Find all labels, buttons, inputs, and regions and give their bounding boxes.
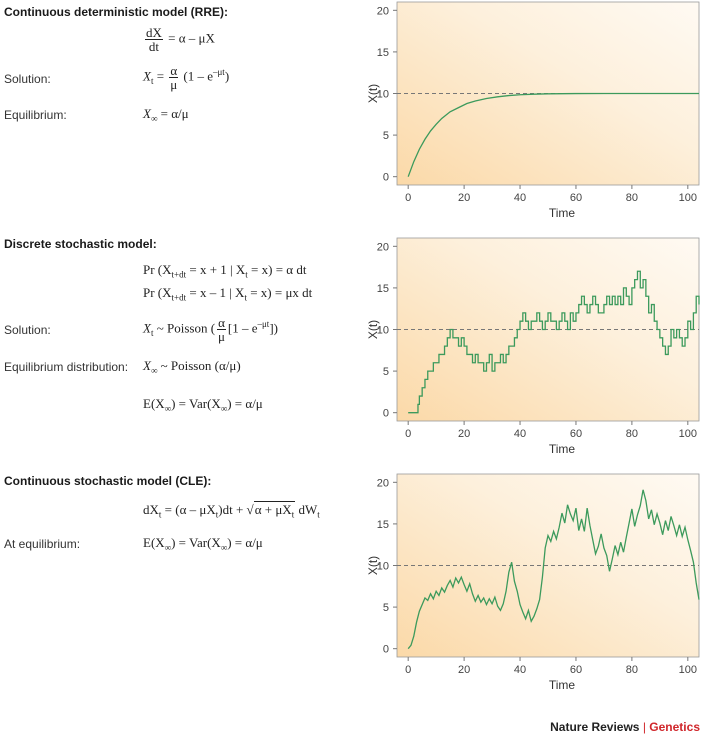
x-axis-label: Time [549,206,576,220]
section-1-title: Continuous deterministic model (RRE): [4,5,229,19]
series-line [407,489,700,650]
y-tick-label: 20 [377,477,389,489]
x-tick-label: 80 [626,192,638,204]
discrete-solution: Xt ~ Poisson (α μ [1 – e–μt]) [143,315,278,344]
x-tick-label: 100 [679,664,697,676]
y-tick-label: 15 [377,283,389,295]
y-axis-label: X(t) [366,556,380,575]
y-tick-label: 5 [383,602,389,614]
y-axis-label: X(t) [366,84,380,103]
section-1-equilibrium-label: Equilibrium: [4,108,67,122]
y-tick-label: 20 [377,5,389,17]
x-tick-label: 100 [679,192,697,204]
section-1-solution-label: Solution: [4,72,51,86]
y-tick-label: 0 [383,172,389,184]
footer-separator: | [642,720,646,734]
chart-discrete: 0 5 10 15 20 0 20 40 60 80 100 Time X(t) [366,237,700,456]
x-tick-label: 80 [626,664,638,676]
y-tick-label: 10 [377,325,389,337]
section-2-equilibrium-label: Equilibrium distribution: [4,360,129,374]
y-tick-label: 5 [383,366,389,378]
x-tick-label: 60 [570,192,582,204]
x-tick-label: 60 [570,428,582,440]
y-tick-label: 15 [377,519,389,531]
y-tick-label: 15 [377,47,389,59]
discrete-moments: E(X∞) = Var(X∞) = α/μ [143,396,263,414]
section-2-title: Discrete stochastic model: [4,237,157,251]
x-tick-label: 40 [514,192,526,204]
y-tick-label: 20 [377,241,389,253]
x-tick-label: 0 [405,192,411,204]
section-3-title: Continuous stochastic model (CLE): [4,474,212,488]
section-2-solution-label: Solution: [4,323,51,337]
y-tick-label: 10 [377,561,389,573]
death-propensity: Pr (Xt+dt = x – 1 | Xt = x) = μx dt [143,285,313,303]
birth-propensity: Pr (Xt+dt = x + 1 | Xt = x) = α dt [143,262,307,280]
x-tick-label: 20 [458,664,470,676]
x-tick-label: 40 [514,664,526,676]
chart-cle: 0 5 10 15 20 0 20 40 60 80 100 Time X(t) [366,473,700,692]
x-tick-label: 100 [679,428,697,440]
x-tick-label: 0 [405,664,411,676]
cle-equation: dXt = (α – μXt)dt + √α + μXt dWt [143,501,320,520]
x-tick-label: 40 [514,428,526,440]
y-tick-label: 0 [383,644,389,656]
section-3-equilibrium-label: At equilibrium: [4,537,81,551]
y-tick-label: 10 [377,89,389,101]
series-line [408,270,700,414]
journal-name: Genetics [649,720,700,734]
x-axis-label: Time [549,678,576,692]
chart-rre: 0 5 10 15 20 0 20 40 60 80 100 Time X(t) [366,1,700,220]
rre-ode: dX dt = α – μX [145,25,215,54]
journal-credit: Nature Reviews | Genetics [550,720,700,734]
y-axis-label: X(t) [366,320,380,339]
x-axis-label: Time [549,442,576,456]
cle-moments: E(X∞) = Var(X∞) = α/μ [143,535,263,553]
brand-name: Nature Reviews [550,720,640,734]
discrete-equilibrium: X∞ ~ Poisson (α/μ) [143,358,241,376]
x-tick-label: 0 [405,428,411,440]
series-line [407,92,699,177]
rre-equilibrium: X∞ = α/μ [143,106,189,124]
x-tick-label: 80 [626,428,638,440]
x-tick-label: 20 [458,428,470,440]
y-tick-label: 5 [383,130,389,142]
x-tick-label: 20 [458,192,470,204]
y-tick-label: 0 [383,408,389,420]
x-tick-label: 60 [570,664,582,676]
